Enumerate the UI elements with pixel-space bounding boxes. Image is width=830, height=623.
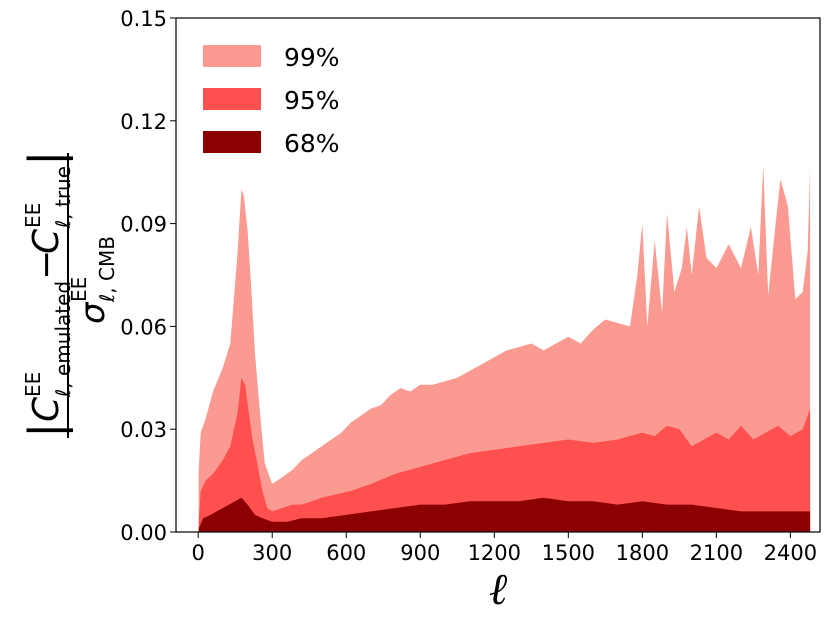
legend-label-95pct: 95%	[284, 86, 340, 115]
legend-swatch-99pct	[203, 45, 261, 67]
x-axis-label: ℓ	[489, 564, 508, 615]
ylabel-minus: −	[26, 250, 67, 280]
legend-label-99pct: 99%	[284, 43, 340, 72]
ylabel-num-right-sup: EE	[21, 203, 45, 228]
y-tick-label: 0.09	[120, 213, 167, 237]
x-tick-label: 1200	[468, 541, 521, 565]
axes-frame	[175, 17, 821, 533]
x-tick-label: 2400	[764, 541, 817, 565]
x-tick-label: 600	[326, 541, 366, 565]
y-tick-label: 0.00	[120, 521, 167, 545]
legend-swatch-95pct	[203, 88, 261, 110]
series-areas	[198, 165, 811, 533]
x-tick-label: 1500	[542, 541, 595, 565]
y-tick-label: 0.12	[120, 110, 167, 134]
legend: 99% 95% 68%	[203, 43, 340, 158]
area-series-68pct	[198, 497, 811, 532]
legend-swatch-68pct	[203, 131, 261, 153]
x-tick-label: 2100	[690, 541, 743, 565]
x-axis: 0 300 600 900 1200 1500 1800 2100 2400	[192, 532, 817, 565]
ylabel-den-sub: ℓ, CMB	[95, 236, 119, 303]
ylabel-num-left-sup: EE	[21, 372, 45, 397]
ylabel-num-right-sub: ℓ, true	[51, 166, 75, 229]
ylabel-num-left-base: C	[26, 396, 67, 422]
x-tick-label: 900	[400, 541, 440, 565]
y-axis-label: | C EE ℓ, emulated − C EE ℓ, true | σ EE…	[19, 151, 119, 439]
x-tick-label: 300	[252, 541, 292, 565]
y-tick-label: 0.03	[120, 418, 167, 442]
x-tick-label: 1800	[616, 541, 669, 565]
ylabel-den-sup: EE	[67, 277, 91, 302]
legend-label-68pct: 68%	[284, 129, 340, 158]
ylabel-num-left-sub: ℓ, emulated	[51, 281, 75, 398]
y-tick-label: 0.06	[120, 315, 167, 339]
x-tick-label: 0	[192, 541, 205, 565]
y-axis: 0.00 0.03 0.06 0.09 0.12 0.15	[120, 7, 176, 545]
ylabel-bar-right: |	[19, 151, 74, 167]
ylabel-bar-left: |	[19, 423, 74, 439]
ylabel-num-right-base: C	[26, 228, 67, 254]
ylabel-den-base: σ	[73, 301, 113, 324]
area-series-95pct	[198, 377, 811, 532]
y-tick-label: 0.15	[120, 7, 167, 31]
